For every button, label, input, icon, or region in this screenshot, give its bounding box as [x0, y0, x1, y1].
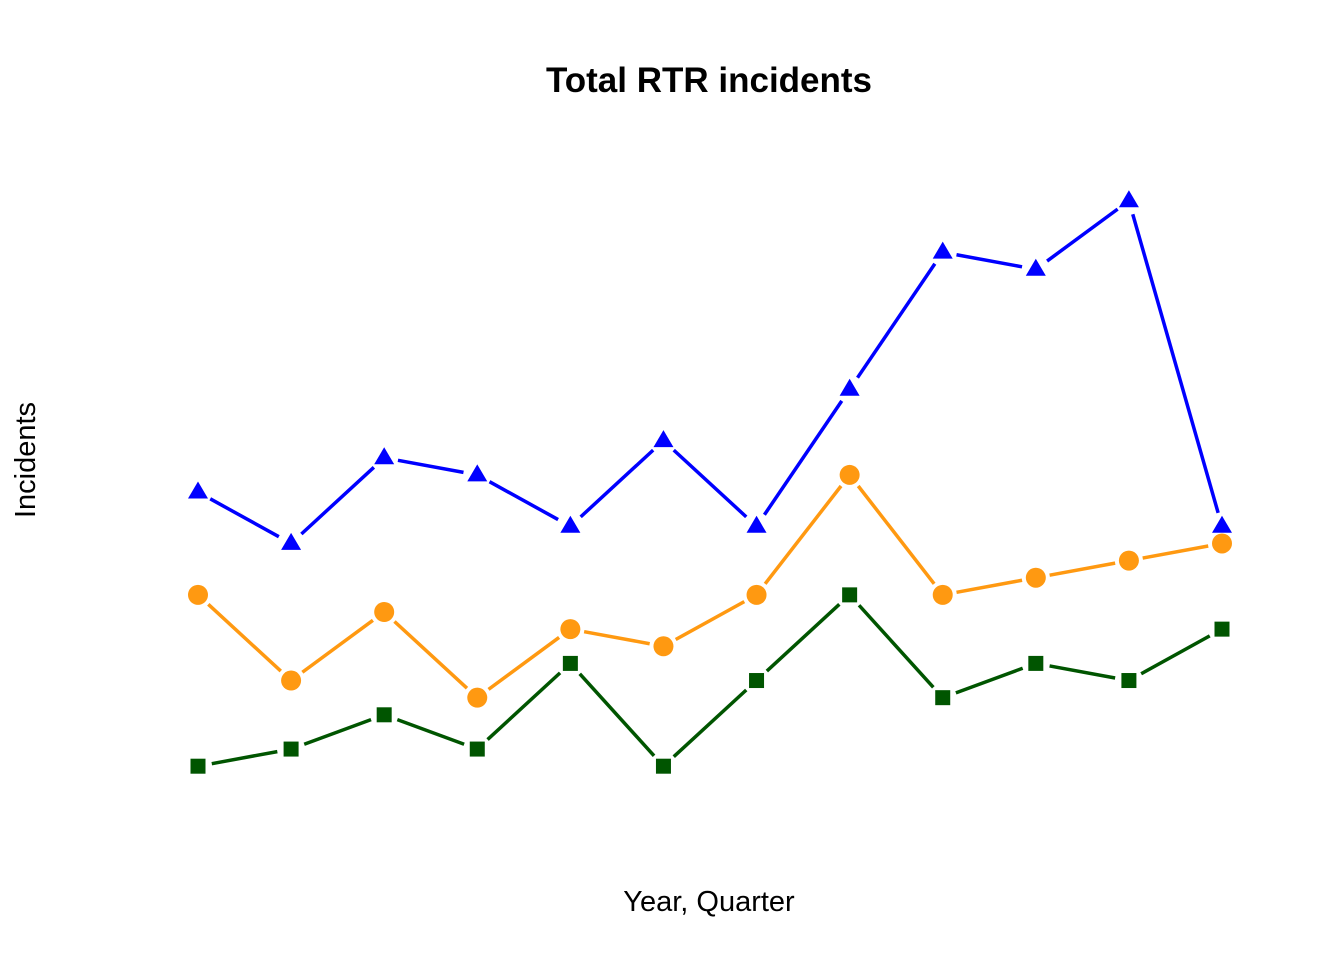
series-line-segment	[1049, 664, 1116, 680]
series-line-segment	[857, 604, 935, 689]
square-point	[935, 690, 951, 706]
series-triangle	[188, 190, 1232, 550]
series-line-segment	[300, 465, 376, 536]
triangle-point	[374, 447, 395, 465]
x-axis-label: Year, Quarter	[623, 886, 795, 918]
square-point	[842, 587, 858, 603]
circle-point	[374, 602, 395, 622]
series-line-segment	[1140, 634, 1211, 676]
series-line-segment	[765, 603, 841, 673]
circle-point	[281, 670, 302, 691]
triangle-point	[839, 378, 860, 396]
square-point	[190, 758, 206, 774]
series-line-segment	[674, 600, 746, 642]
series-line-segment	[487, 636, 561, 691]
y-axis-label: Incidents	[10, 402, 42, 518]
plot-area	[188, 190, 1232, 774]
series-line-segment	[1131, 213, 1220, 514]
circle-point	[1212, 533, 1232, 554]
series-line-segment	[486, 671, 562, 741]
triangle-point	[1025, 258, 1046, 276]
square-point	[469, 741, 485, 757]
series-line-segment	[856, 262, 937, 379]
series-line-segment	[488, 480, 559, 522]
series-line-segment	[956, 578, 1023, 595]
series-line-segment	[1142, 544, 1209, 560]
square-point	[283, 741, 299, 757]
series-line-segment	[956, 253, 1023, 269]
circle-point	[653, 636, 674, 657]
triangle-point	[1212, 515, 1232, 533]
triangle-point	[746, 515, 767, 533]
series-square	[190, 587, 1230, 774]
series-line-segment	[763, 484, 843, 585]
series-line-segment	[303, 717, 372, 746]
series-line-segment	[672, 448, 748, 519]
series-circle	[188, 464, 1232, 708]
square-point	[655, 758, 671, 774]
triangle-point	[281, 532, 302, 550]
series-line-segment	[955, 666, 1024, 695]
series-line-segment	[672, 688, 748, 759]
triangle-point	[467, 464, 488, 482]
square-point	[376, 707, 392, 723]
circle-point	[1118, 550, 1139, 571]
circle-point	[188, 584, 208, 605]
square-point	[749, 673, 765, 689]
series-line-segment	[209, 497, 280, 539]
circle-point	[932, 584, 953, 605]
series-line-segment	[583, 629, 651, 646]
series-line-segment	[301, 618, 374, 674]
circle-point	[560, 619, 581, 640]
square-point	[562, 655, 578, 671]
series-line-segment	[578, 672, 656, 757]
series-line-segment	[393, 620, 469, 690]
circle-point	[467, 687, 488, 708]
series-line-segment	[1049, 561, 1116, 577]
triangle-point	[932, 241, 953, 259]
series-line-segment	[1046, 207, 1119, 263]
series-line-segment	[579, 448, 655, 519]
circle-point	[839, 464, 860, 485]
circle-point	[746, 584, 767, 605]
triangle-point	[653, 430, 674, 448]
series-line-segment	[856, 484, 936, 585]
triangle-point	[1118, 190, 1139, 208]
series-line-segment	[211, 749, 278, 766]
circle-point	[1025, 567, 1046, 588]
chart-title: Total RTR incidents	[546, 61, 872, 100]
triangle-point	[560, 515, 581, 533]
series-line-segment	[762, 399, 844, 516]
square-point	[1121, 673, 1137, 689]
triangle-point	[188, 481, 208, 499]
square-point	[1028, 655, 1044, 671]
square-point	[1214, 621, 1230, 637]
series-line-segment	[397, 458, 464, 475]
series-line-segment	[207, 603, 282, 673]
series-line-segment	[396, 717, 465, 746]
